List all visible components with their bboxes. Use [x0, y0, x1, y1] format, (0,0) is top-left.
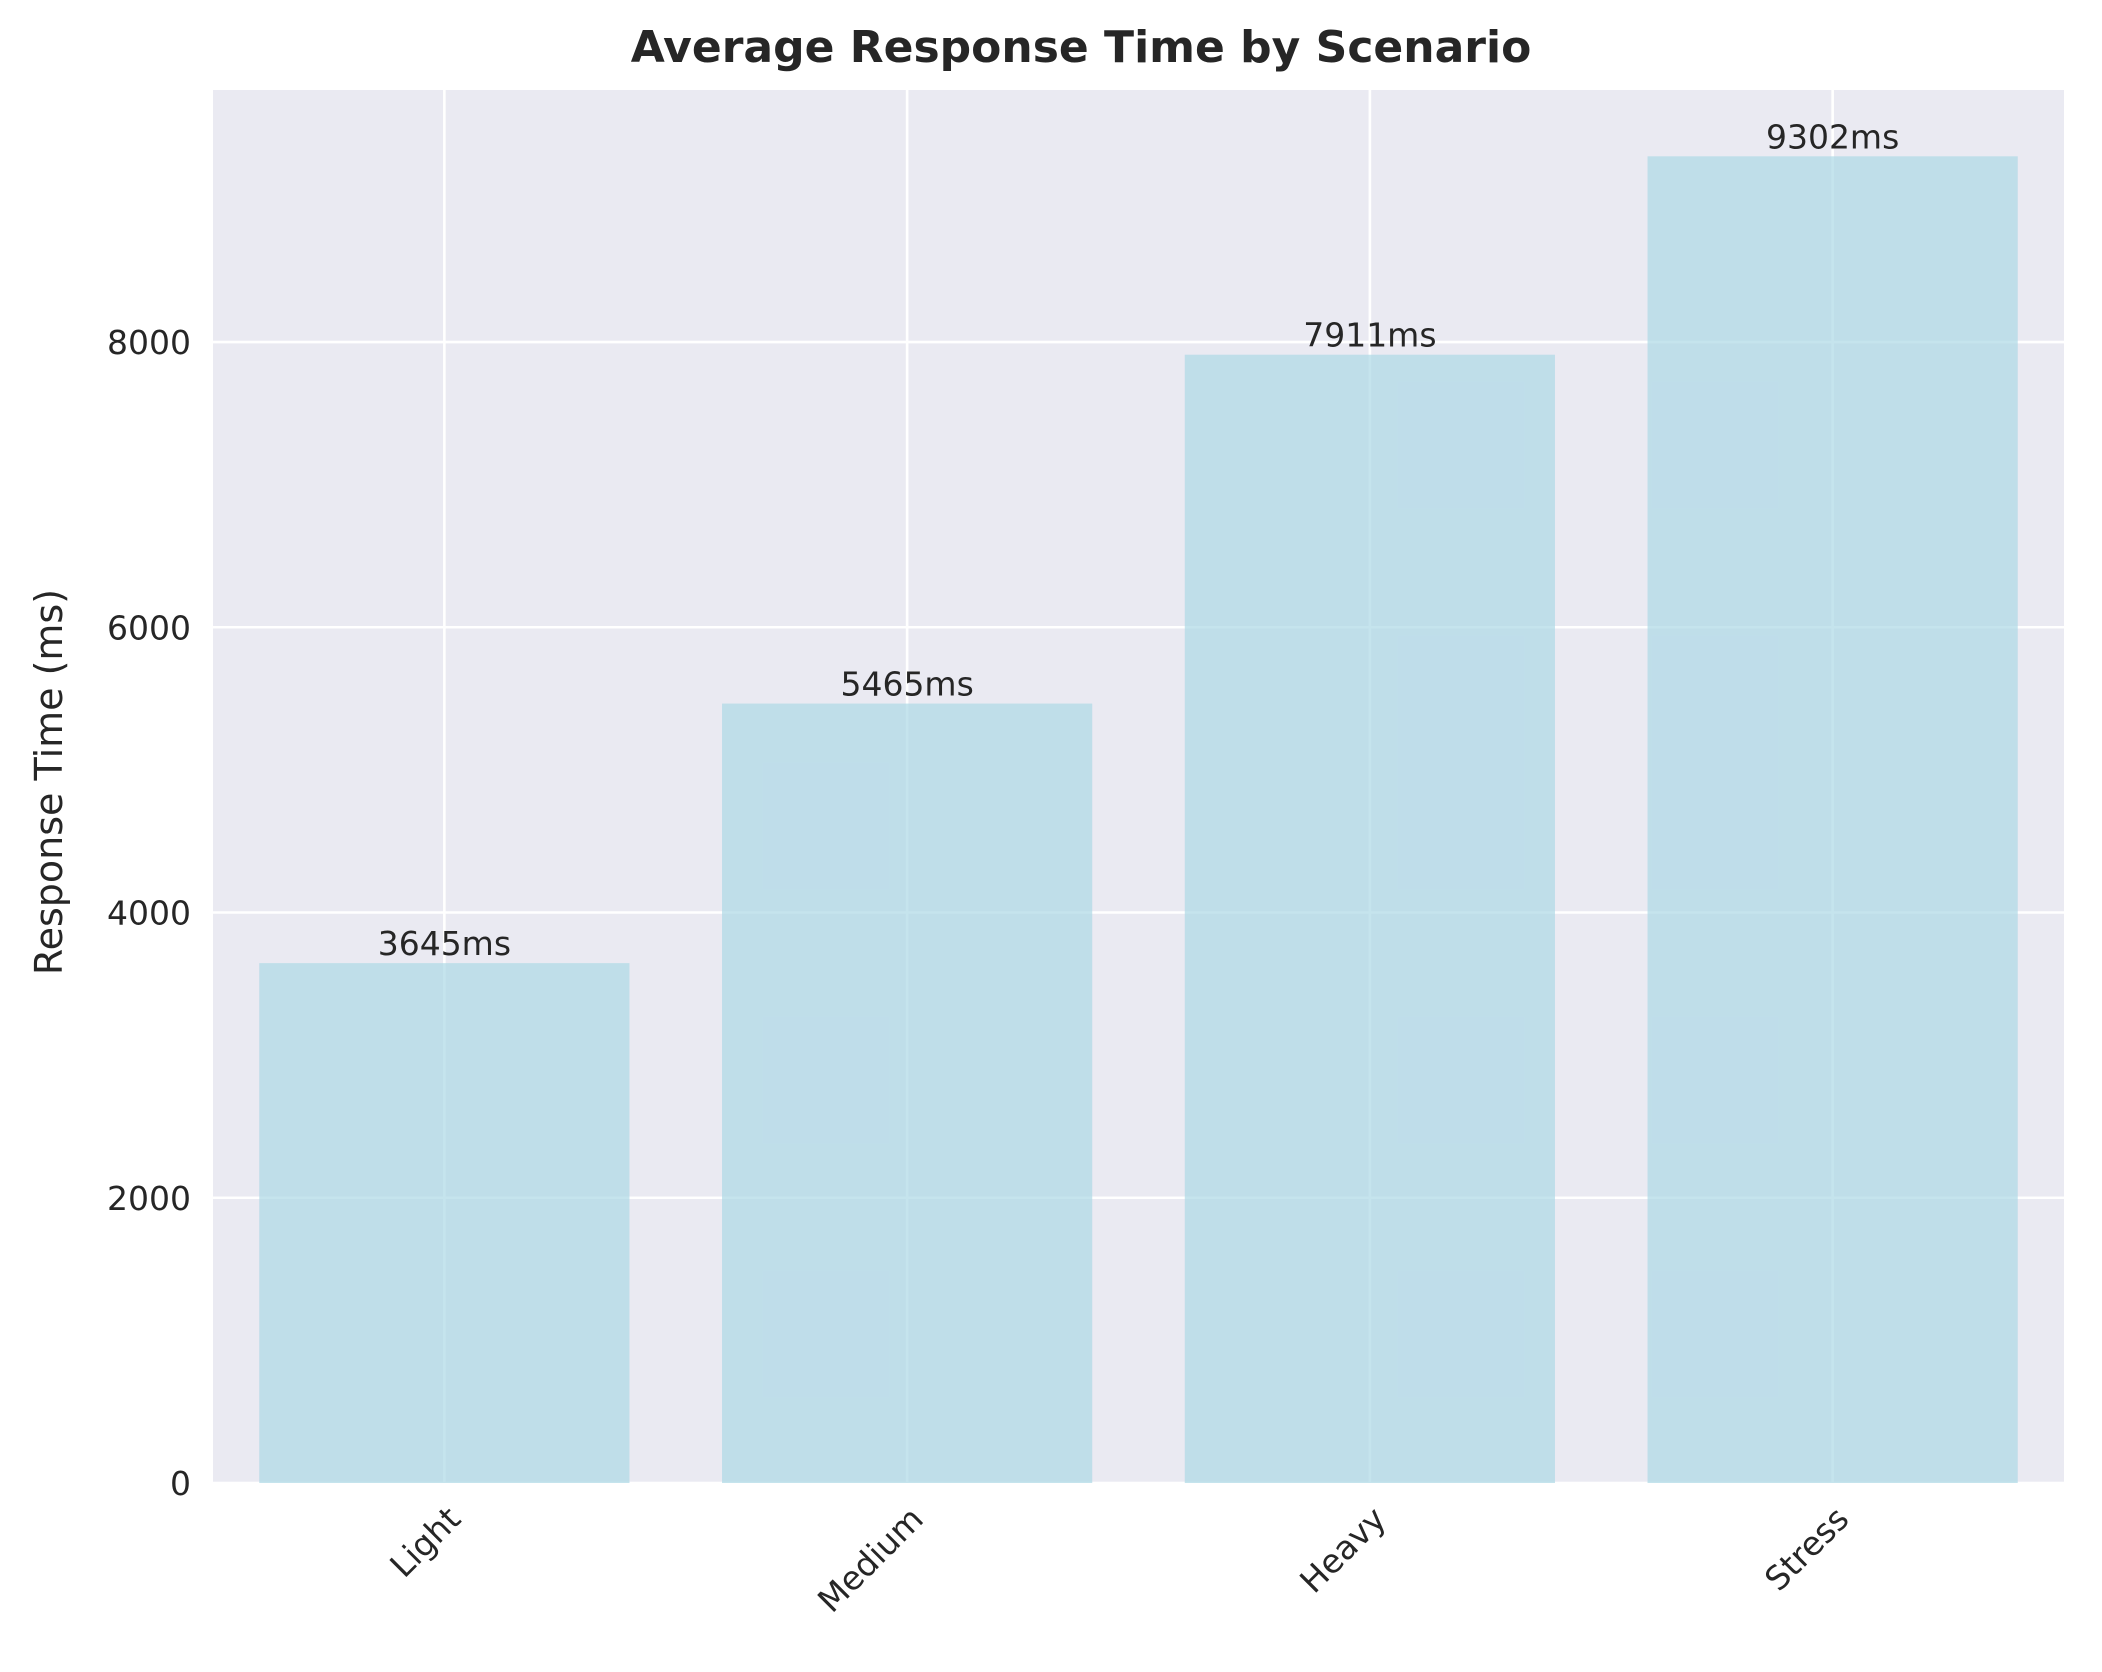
y-axis-label: Response Time (ms)	[27, 589, 71, 975]
x-tick-label-light: Light	[382, 1499, 468, 1585]
y-tick-label: 6000	[107, 608, 191, 647]
data-label-light: 3645ms	[378, 924, 511, 963]
data-label-heavy: 7911ms	[1303, 316, 1436, 355]
data-label-medium: 5465ms	[840, 665, 973, 704]
bar-heavy	[1184, 354, 1555, 1483]
x-tick-label-medium: Medium	[810, 1499, 931, 1620]
data-labels: 3645ms 5465ms 7911ms 9302ms	[378, 117, 1900, 963]
bar-stress	[1647, 156, 2018, 1484]
bars	[259, 156, 2018, 1484]
chart-title: Average Response Time by Scenario	[631, 22, 1532, 73]
x-tick-label-heavy: Heavy	[1292, 1499, 1393, 1600]
y-tick-label: 4000	[107, 894, 191, 933]
data-label-stress: 9302ms	[1766, 117, 1899, 156]
y-tick-label: 0	[170, 1464, 191, 1503]
bar-light	[259, 963, 630, 1483]
y-tick-label: 2000	[107, 1179, 191, 1218]
y-tick-label: 8000	[107, 323, 191, 362]
y-tick-labels: 0 2000 4000 6000 8000	[107, 323, 191, 1503]
x-tick-label-stress: Stress	[1757, 1499, 1856, 1598]
bar-medium	[722, 703, 1093, 1483]
x-tick-labels: Light Medium Heavy Stress	[382, 1499, 1856, 1620]
